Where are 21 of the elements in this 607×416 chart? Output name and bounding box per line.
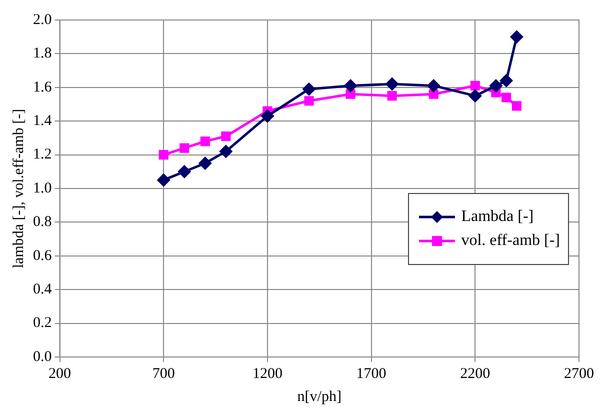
y-tick-label: 0.6 — [33, 248, 52, 264]
x-tick-label: 2200 — [460, 366, 490, 382]
y-tick-label: 1.4 — [33, 113, 52, 130]
legend-label: vol. eff-amb [-] — [461, 232, 560, 250]
y-tick-label: 0.8 — [33, 214, 52, 230]
y-tick-label: 2.0 — [33, 12, 52, 28]
y-tick-label: 1.0 — [33, 180, 52, 196]
y-tick-label: 0.0 — [33, 348, 52, 365]
legend-label: Lambda [-] — [461, 208, 534, 226]
x-tick-label: 1200 — [252, 366, 282, 382]
x-axis-title: n[v/ph] — [297, 388, 342, 405]
x-tick-label: 700 — [152, 366, 175, 382]
x-tick-label: 1700 — [356, 366, 386, 382]
x-tick-label: 2700 — [564, 366, 594, 382]
y-axis-title: lambda [-], vol.eff-amb [-] — [10, 108, 27, 268]
y-tick-label: 0.4 — [33, 282, 52, 298]
y-tick-label: 1.6 — [33, 79, 52, 96]
y-tick-label: 1.2 — [33, 146, 52, 163]
y-tick-label: 0.2 — [33, 315, 52, 332]
y-tick-label: 1.8 — [33, 46, 52, 62]
x-tick-label: 200 — [48, 366, 71, 382]
